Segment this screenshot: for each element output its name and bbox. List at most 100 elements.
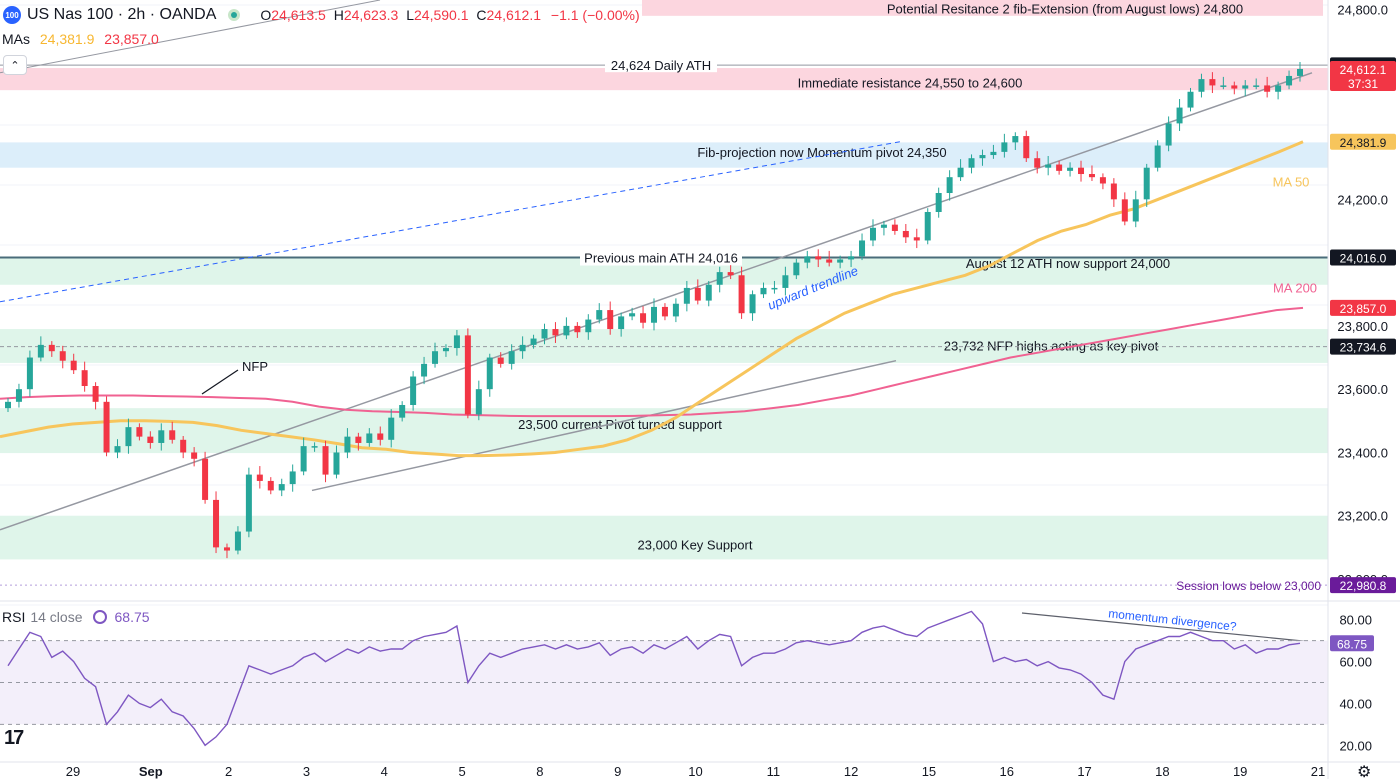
candle-body	[640, 313, 647, 323]
candle-body	[574, 325, 581, 333]
candle-body	[1001, 142, 1008, 152]
candle-body	[891, 224, 898, 231]
candle-body	[1286, 75, 1293, 86]
ma200-label: MA 200	[1273, 281, 1317, 296]
time-tick-label: 15	[922, 764, 936, 779]
rsi-tick-label: 40.00	[1339, 696, 1372, 711]
candle-body	[968, 158, 975, 168]
candle-body	[815, 256, 822, 260]
ma50-value: 24,381.9	[39, 31, 95, 47]
zone-label: Immediate resistance 24,550 to 24,600	[798, 75, 1023, 90]
zone-band	[0, 68, 1328, 91]
candle-body	[223, 547, 230, 551]
candle-body	[793, 262, 800, 276]
price-badge-label: 24,016.0	[1340, 252, 1387, 266]
rsi-badge-label: 68.75	[1337, 637, 1367, 651]
candle-body	[410, 376, 417, 405]
time-tick-label: 18	[1155, 764, 1169, 779]
candle-body	[1198, 79, 1205, 92]
zone-label: Fib-projection now Momentum pivot 24,350	[697, 145, 946, 160]
candle-body	[1154, 145, 1161, 168]
collapse-legend-button[interactable]: ⌃	[3, 55, 27, 75]
candle-body	[333, 452, 340, 475]
candle-body	[1220, 85, 1227, 87]
candle-body	[1242, 85, 1249, 89]
zone-band	[0, 142, 1328, 168]
prev-ath-label: Previous main ATH 24,016	[584, 251, 738, 266]
candle-body	[782, 275, 789, 288]
candle-body	[355, 436, 362, 443]
candle-body	[869, 227, 876, 241]
candle-body	[377, 433, 384, 440]
symbol-logo[interactable]: 100	[3, 6, 21, 24]
candle-body	[191, 452, 198, 459]
candle-body	[1056, 164, 1063, 171]
rsi-label: RSI	[2, 609, 26, 625]
nfp-arrow	[201, 369, 239, 395]
mas-legend[interactable]: MAs 24,381.9 23,857.0	[2, 31, 159, 47]
candle-body	[48, 344, 55, 352]
candle-body	[1253, 85, 1260, 87]
refresh-icon[interactable]	[92, 610, 107, 624]
divergence-label: momentum divergence?	[1108, 606, 1238, 633]
candle-body	[432, 351, 439, 364]
candle-body	[486, 357, 493, 390]
open-key: O	[260, 7, 272, 23]
zone-band	[0, 515, 1328, 560]
time-tick-label: 16	[1000, 764, 1014, 779]
ohlc-values: O24,613.5 H24,623.3 L24,590.1 C24,612.1 …	[256, 7, 639, 23]
time-tick-label: 12	[844, 764, 858, 779]
candle-body	[804, 256, 811, 263]
candle-body	[234, 531, 241, 551]
candles-layer	[5, 62, 1303, 559]
candle-body	[267, 480, 274, 491]
candle-body	[289, 471, 296, 485]
candle-body	[1110, 183, 1117, 200]
time-tick-label: 10	[688, 764, 702, 779]
candle-body	[880, 224, 887, 228]
candle-body	[158, 430, 165, 443]
candle-body	[935, 193, 942, 212]
tradingview-logo[interactable]: 17	[4, 727, 24, 749]
zones-layer: Potential Resitance 2 fib-Extension (fro…	[0, 0, 1328, 666]
price-tick-label: 24,800.0	[1337, 2, 1388, 17]
candle-body	[672, 303, 679, 317]
gear-icon[interactable]: ⚙	[1357, 764, 1372, 781]
time-tick-label: 4	[381, 764, 388, 779]
candle-body	[147, 436, 154, 443]
price-tick-label: 23,800.0	[1337, 319, 1388, 334]
candle-body	[738, 275, 745, 314]
symbol-title[interactable]: US Nas 100 · 2h · OANDA	[27, 6, 217, 23]
rsi-params: 14 close	[30, 609, 83, 625]
candle-body	[125, 427, 132, 447]
market-status-icon[interactable]	[228, 9, 241, 21]
open-value: 24,613.5	[271, 7, 326, 23]
price-badge	[1330, 299, 1396, 316]
candle-body	[1143, 167, 1150, 200]
candle-body	[990, 151, 997, 156]
candle-body	[902, 230, 909, 238]
candle-body	[202, 458, 209, 500]
rsi-legend[interactable]: RSI 14 close 68.75	[2, 609, 150, 625]
candle-body	[453, 335, 460, 349]
price-badge	[1330, 133, 1396, 150]
bar-countdown: 37:31	[1348, 77, 1378, 91]
candle-body	[508, 351, 515, 364]
session-lows-label: Session lows below 23,000	[1176, 579, 1321, 593]
time-tick-label: 9	[614, 764, 621, 779]
zone-label: 23,500 current Pivot turned support	[518, 417, 722, 432]
candle-body	[497, 357, 504, 364]
rsi-line	[7, 610, 1301, 747]
time-tick-label: 8	[536, 764, 543, 779]
zone-band	[642, 0, 1323, 16]
candle-body	[103, 401, 110, 453]
candle-body	[1045, 164, 1052, 168]
candle-body	[585, 319, 592, 333]
candle-body	[5, 401, 11, 409]
candle-body	[859, 240, 866, 257]
zone-label: Potential Resitance 2 fib-Extension (fro…	[887, 1, 1243, 16]
candle-body	[1264, 85, 1271, 92]
time-tick-label: 29	[66, 764, 80, 779]
candle-body	[661, 306, 668, 317]
